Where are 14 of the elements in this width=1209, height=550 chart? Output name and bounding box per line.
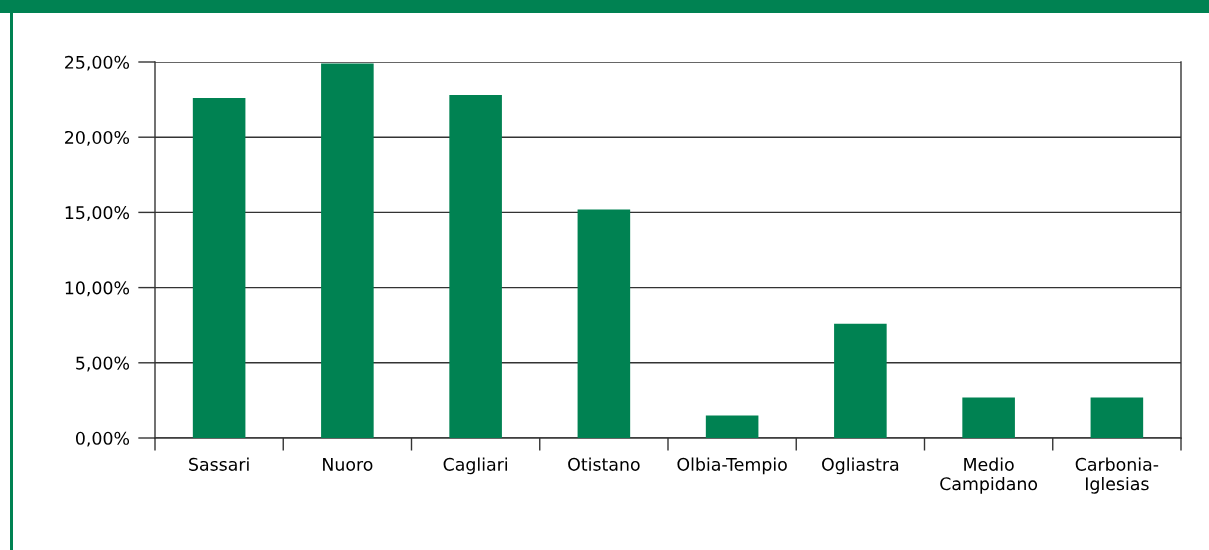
x-tick-label: Sassari	[189, 457, 249, 471]
x-tick-label: Carbonia- Iglesias	[1075, 457, 1159, 494]
y-tick-label: 5,00%	[76, 356, 130, 372]
y-tick-label: 25,00%	[65, 55, 130, 71]
y-tick-label: 20,00%	[65, 130, 130, 146]
x-tick-label: Ogliastra	[822, 457, 899, 475]
y-tick-label: 0,00%	[75, 431, 130, 447]
x-tick-label: Nuoro	[323, 457, 373, 471]
y-tick-label: 15,00%	[65, 206, 130, 222]
x-tick-label: Olbia-Tempio	[677, 457, 787, 475]
y-tick-label: 10,00%	[65, 281, 130, 297]
x-tick-label: Medio Campidano	[940, 457, 1038, 494]
x-tick-label: Cagliari	[443, 457, 508, 475]
x-tick-label: Otistano	[568, 457, 640, 471]
